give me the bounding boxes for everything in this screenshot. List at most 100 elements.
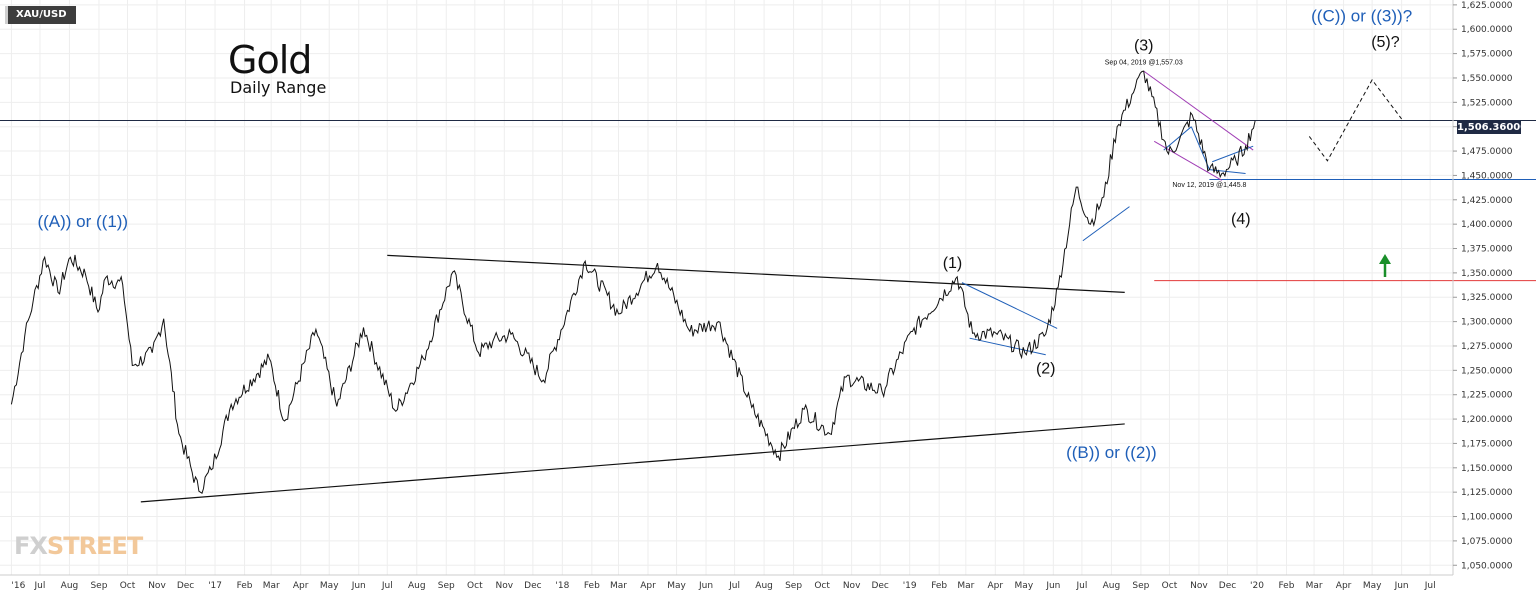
- y-tick-label: 1,575.0000: [1461, 50, 1513, 60]
- x-tick-label: Feb: [584, 581, 600, 591]
- x-tick-label: Sep: [90, 581, 107, 591]
- x-tick-label: '18: [555, 581, 569, 591]
- x-tick-label: Mar: [610, 581, 627, 591]
- x-tick-label: Dec: [871, 581, 888, 591]
- x-tick-label: Apr: [293, 581, 309, 591]
- x-tick-label: Jul: [728, 581, 740, 591]
- trendlines: [140, 254, 1125, 503]
- wave-label: (1): [943, 255, 963, 272]
- wave-label: (2): [1036, 360, 1056, 377]
- x-tick-label: Mar: [957, 581, 974, 591]
- x-tick-label: Nov: [148, 581, 166, 591]
- wave-label: Nov 12, 2019 @1,445.8: [1172, 182, 1246, 189]
- x-tick-label: '16: [11, 581, 25, 591]
- annotations: ((A)) or ((1)) ((B)) or ((2)) ((C)) or ((3…: [37, 6, 1412, 462]
- x-tick-label: Dec: [524, 581, 541, 591]
- y-tick-label: 1,075.0000: [1461, 537, 1513, 547]
- current-price-tag: 1,506.36000: [1457, 121, 1528, 134]
- x-tick-label: Jul: [34, 581, 46, 591]
- wave-label: (3): [1134, 38, 1154, 55]
- wave-label: Sep 04, 2019 @1,557.03: [1105, 59, 1183, 66]
- symbol-badge[interactable]: XAU/USD: [5, 6, 76, 24]
- channel-line: [969, 337, 1046, 356]
- up-arrow-head-icon: [1379, 254, 1391, 264]
- trendline: [387, 254, 1125, 293]
- y-tick-label: 1,175.0000: [1461, 439, 1513, 449]
- y-tick-label: 1,425.0000: [1461, 196, 1513, 206]
- y-tick-label: 1,475.0000: [1461, 147, 1513, 157]
- x-tick-label: Apr: [640, 581, 656, 591]
- y-axis: 1,625.0000 1,600.0000 1,575.0000 1,550.0000…: [1453, 1, 1513, 571]
- y-tick-label: 1,350.0000: [1461, 269, 1513, 279]
- y-tick-label: 1,525.0000: [1461, 98, 1513, 108]
- wave-label: (4): [1231, 211, 1251, 228]
- channel-lines: [961, 70, 1254, 356]
- y-tick-label: 1,100.0000: [1461, 513, 1513, 523]
- x-tick-label: Jun: [1394, 581, 1409, 591]
- channel-line: [1163, 126, 1192, 151]
- x-tick-label: Jun: [698, 581, 713, 591]
- x-tick-label: Dec: [177, 581, 194, 591]
- x-tick-label: May: [1363, 581, 1382, 591]
- x-tick-label: Oct: [120, 581, 136, 591]
- x-tick-label: May: [667, 581, 686, 591]
- x-tick-label: Sep: [438, 581, 455, 591]
- x-axis: '16 Jul Aug Sep Oct Nov Dec '17 Feb Mar Apr May Jun J…: [11, 581, 1435, 591]
- x-tick-label: Mar: [1306, 581, 1323, 591]
- x-tick-label: Dec: [1219, 581, 1236, 591]
- x-tick-label: Aug: [755, 581, 773, 591]
- x-tick-label: Aug: [408, 581, 426, 591]
- y-tick-label: 1,450.0000: [1461, 171, 1513, 181]
- x-tick-label: Nov: [496, 581, 514, 591]
- y-tick-label: 1,250.0000: [1461, 366, 1513, 376]
- y-tick-label: 1,125.0000: [1461, 488, 1513, 498]
- x-tick-label: Oct: [814, 581, 830, 591]
- x-tick-label: May: [320, 581, 339, 591]
- x-tick-label: Feb: [1279, 581, 1295, 591]
- horizontal-levels: [0, 119, 1536, 282]
- x-tick-label: May: [1015, 581, 1034, 591]
- x-tick-label: Jun: [1045, 581, 1060, 591]
- wave-label: ((B)) or ((2)): [1066, 443, 1157, 462]
- x-tick-label: Nov: [1190, 581, 1208, 591]
- x-tick-label: Apr: [1336, 581, 1352, 591]
- y-tick-label: 1,325.0000: [1461, 293, 1513, 303]
- trendline: [140, 423, 1125, 503]
- y-tick-label: 1,050.0000: [1461, 561, 1513, 571]
- x-tick-label: Jul: [381, 581, 393, 591]
- channel-line: [961, 282, 1058, 329]
- y-tick-label: 1,300.0000: [1461, 318, 1513, 328]
- projection-line: [1308, 78, 1402, 162]
- x-tick-label: Jul: [1075, 581, 1087, 591]
- wave-label: ((A)) or ((1)): [37, 212, 128, 231]
- chart-subtitle: Daily Range: [230, 78, 327, 97]
- channel-line: [1082, 206, 1130, 242]
- logo-street: STREET: [46, 532, 143, 560]
- y-tick-label: 1,150.0000: [1461, 464, 1513, 474]
- x-tick-label: Oct: [467, 581, 483, 591]
- y-tick-label: 1,550.0000: [1461, 74, 1513, 84]
- grid: [0, 0, 1453, 575]
- x-tick-label: Feb: [237, 581, 253, 591]
- x-tick-label: Apr: [988, 581, 1004, 591]
- x-tick-label: Jun: [351, 581, 366, 591]
- y-tick-label: 1,200.0000: [1461, 415, 1513, 425]
- wave-label: ((C)) or ((3))?: [1311, 6, 1412, 25]
- x-tick-label: Sep: [1132, 581, 1149, 591]
- x-tick-label: Jul: [1424, 581, 1436, 591]
- channel-line: [1153, 140, 1223, 181]
- price-line: [10, 70, 1256, 494]
- fxstreet-logo: FXSTREET: [14, 532, 143, 560]
- x-tick-label: Oct: [1162, 581, 1178, 591]
- x-tick-label: Sep: [785, 581, 802, 591]
- x-tick-label: '20: [1250, 581, 1264, 591]
- x-tick-label: '19: [903, 581, 917, 591]
- wave-label: (5)?: [1371, 34, 1400, 51]
- y-tick-label: 1,275.0000: [1461, 342, 1513, 352]
- logo-fx: FX: [14, 532, 48, 560]
- y-tick-label: 1,375.0000: [1461, 245, 1513, 255]
- y-tick-label: 1,400.0000: [1461, 220, 1513, 230]
- y-tick-label: 1,625.0000: [1461, 1, 1513, 11]
- channel-line: [1209, 169, 1246, 174]
